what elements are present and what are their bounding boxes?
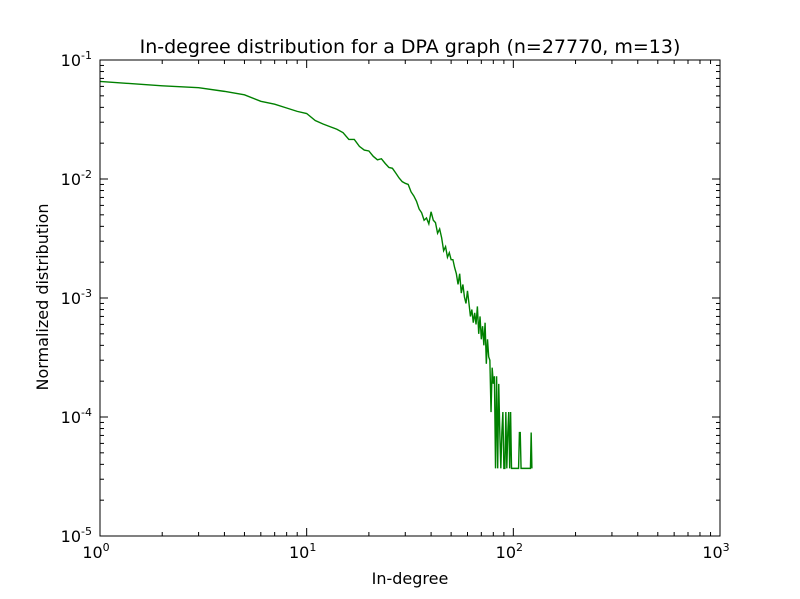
y-tick-label: 10-3 — [61, 287, 92, 308]
y-tick-label: 10-1 — [61, 49, 92, 70]
y-axis-label: Normalized distribution — [33, 204, 52, 391]
x-tick-label: 101 — [289, 541, 316, 562]
y-tick-label: 10-5 — [61, 525, 92, 546]
series-line-0 — [100, 80, 533, 470]
x-tick-label: 100 — [82, 541, 109, 562]
chart-title: In-degree distribution for a DPA graph (… — [140, 36, 681, 58]
x-axis-label: In-degree — [372, 569, 449, 588]
plot-layer: 100 101 102 103 10-5 10-4 10-3 10-2 10-1 — [61, 49, 730, 562]
x-tick-label: 102 — [496, 541, 523, 562]
y-tick-label: 10-2 — [61, 168, 92, 189]
x-tick-label: 103 — [702, 541, 729, 562]
y-tick-label: 10-4 — [61, 406, 92, 427]
